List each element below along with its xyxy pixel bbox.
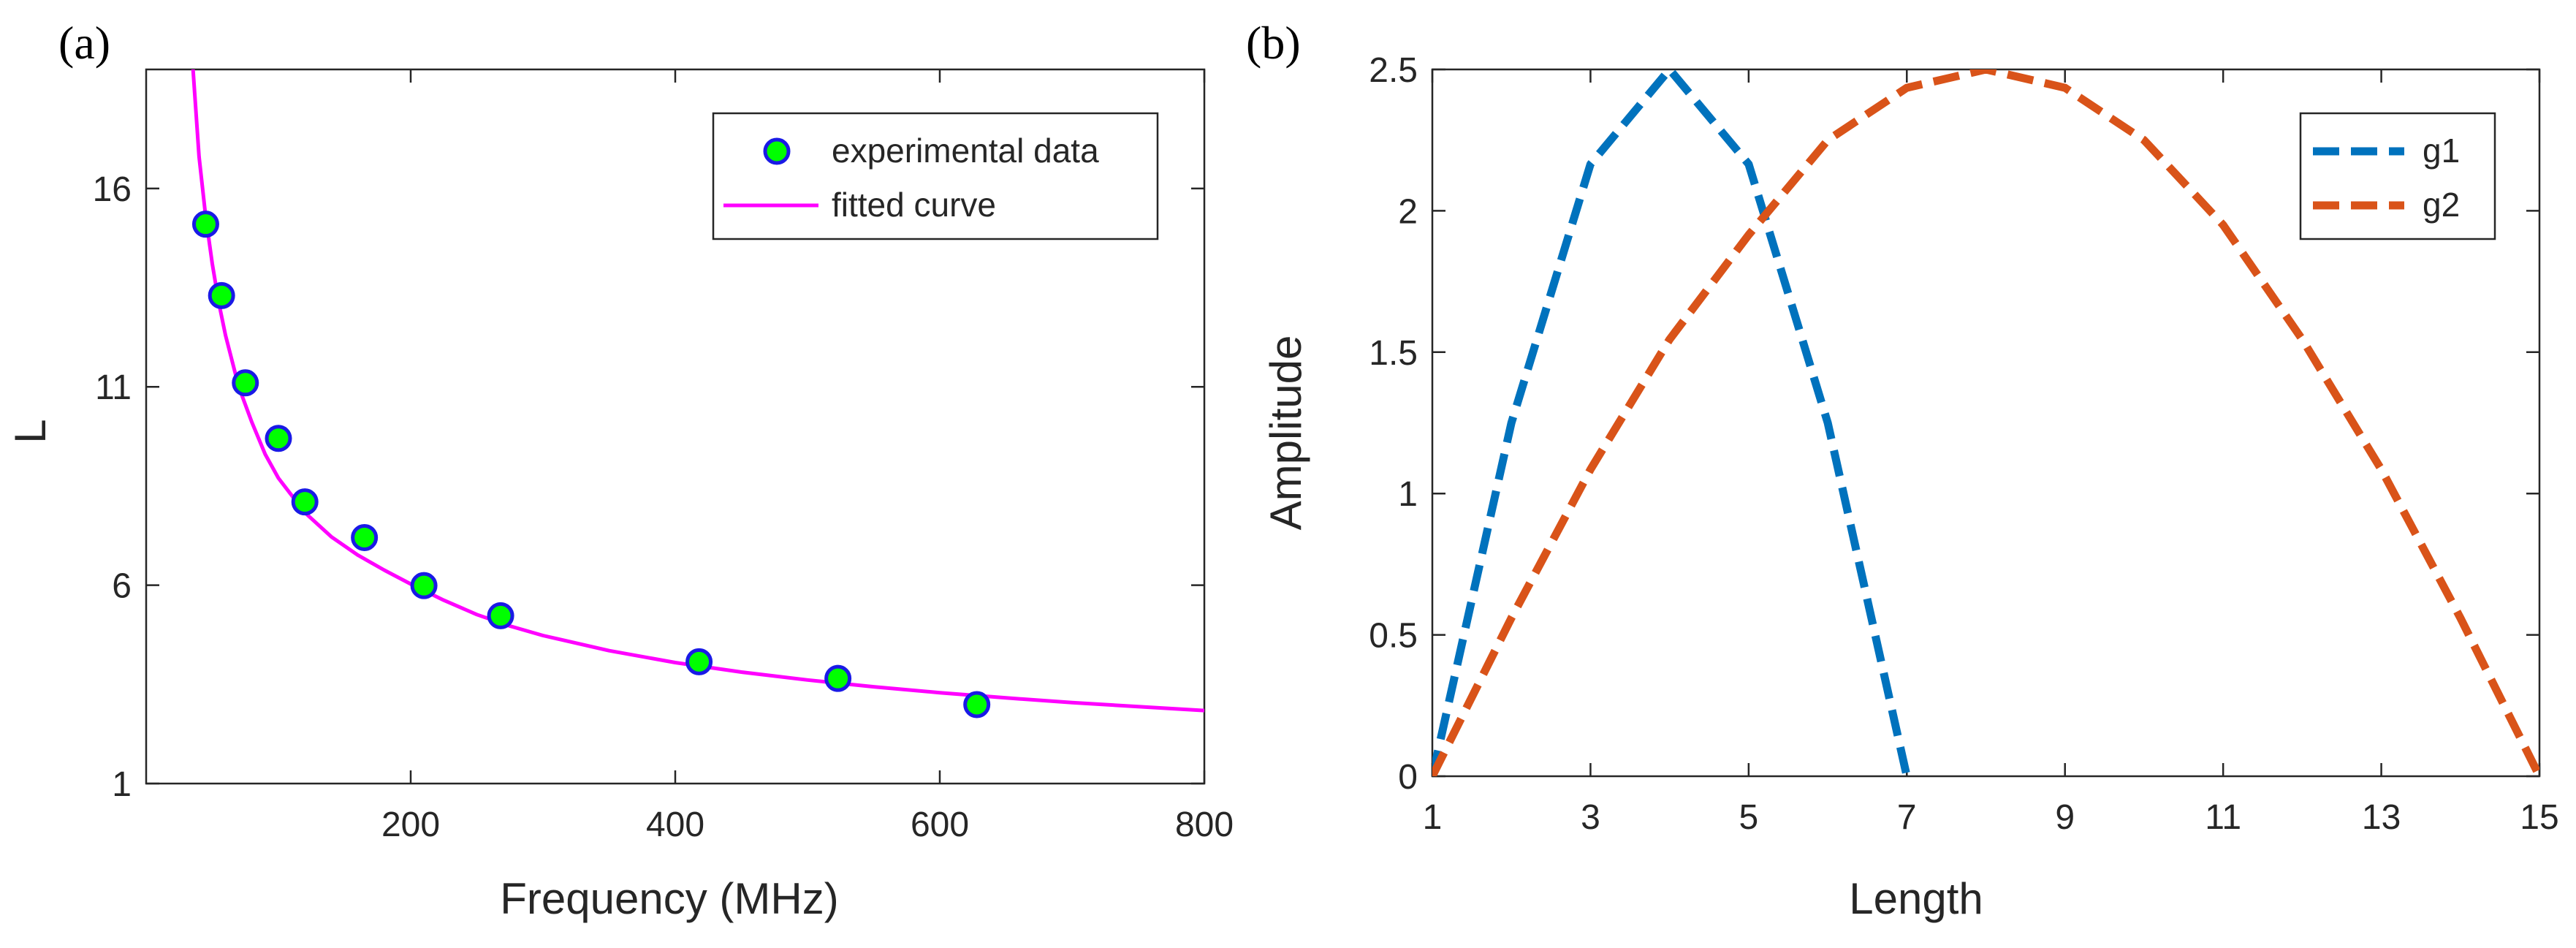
- panel-b-xtick-label: 3: [1581, 798, 1600, 837]
- panel-b-xtick-label: 1: [1423, 798, 1443, 837]
- panel-a-label: (a): [58, 17, 110, 69]
- panel-b-series-group: [1432, 69, 2539, 776]
- data-point-experimental-data: [291, 488, 319, 516]
- panel-b-xtick-label: 7: [1897, 798, 1917, 837]
- data-point-experimental-data: [191, 211, 219, 238]
- legend-label-experimental-data: experimental data: [832, 132, 1099, 170]
- panel-b-ylabel: Amplitude: [1261, 335, 1310, 531]
- data-point-experimental-data: [265, 425, 292, 452]
- data-point-experimental-data: [963, 691, 991, 718]
- panel-b-label: (b): [1246, 17, 1301, 69]
- panel-b-ytick-label: 0: [1398, 758, 1418, 797]
- panel-a-xtick-label: 200: [381, 805, 440, 844]
- data-point-experimental-data: [351, 523, 379, 551]
- panel-a-xtick-label: 600: [911, 805, 969, 844]
- legend-label-fitted-curve: fitted curve: [832, 186, 996, 224]
- panel-a-ytick-label: 16: [93, 170, 132, 209]
- panel-a-xtick-label: 400: [646, 805, 704, 844]
- panel-a-ytick-label: 1: [112, 765, 132, 804]
- data-point-experimental-data: [410, 572, 438, 599]
- panel-b-xlabel: Length: [1849, 874, 1983, 923]
- panel-b-ytick-label: 2.5: [1369, 51, 1418, 90]
- panel-b-ytick-label: 2: [1398, 192, 1418, 231]
- panel-b-ytick-label: 1.5: [1369, 334, 1418, 373]
- legend-label-g1: g1: [2423, 132, 2460, 170]
- legend-label-g2: g2: [2423, 186, 2460, 224]
- panel-a-legend: experimental data fitted curve: [712, 112, 1159, 240]
- data-point-experimental-data: [208, 281, 235, 309]
- panel-a-legend-box: [712, 112, 1159, 240]
- panel-b-legend: g1 g2: [2299, 112, 2496, 240]
- data-point-experimental-data: [232, 369, 259, 397]
- panel-b-ytick-label: 0.5: [1369, 617, 1418, 656]
- data-point-experimental-data: [487, 602, 514, 629]
- data-point-experimental-data: [824, 664, 852, 692]
- data-point-experimental-data: [685, 648, 713, 675]
- panel-a-ytick-label: 11: [95, 368, 132, 407]
- panel-b-xtick-label: 5: [1739, 798, 1759, 837]
- legend-marker-experimental-data: [763, 137, 791, 165]
- panel-b-xtick-label: 11: [2205, 798, 2241, 837]
- series-line-g2: [1432, 69, 2539, 776]
- panel-a-ytick-label: 6: [112, 567, 132, 606]
- series-line-g1: [1432, 69, 1911, 776]
- panel-b-legend-box: [2299, 112, 2496, 240]
- panel-a-xtick-label: 800: [1175, 805, 1234, 844]
- panel-b-xtick-label: 9: [2055, 798, 2075, 837]
- panel-b-xtick-label: 13: [2362, 798, 2401, 837]
- panel-b-ytick-label: 1: [1398, 475, 1418, 514]
- panel-a-ylabel: L: [6, 419, 55, 443]
- panel-b-xtick-label: 15: [2520, 798, 2558, 837]
- panel-a-xlabel: Frequency (MHz): [500, 874, 838, 923]
